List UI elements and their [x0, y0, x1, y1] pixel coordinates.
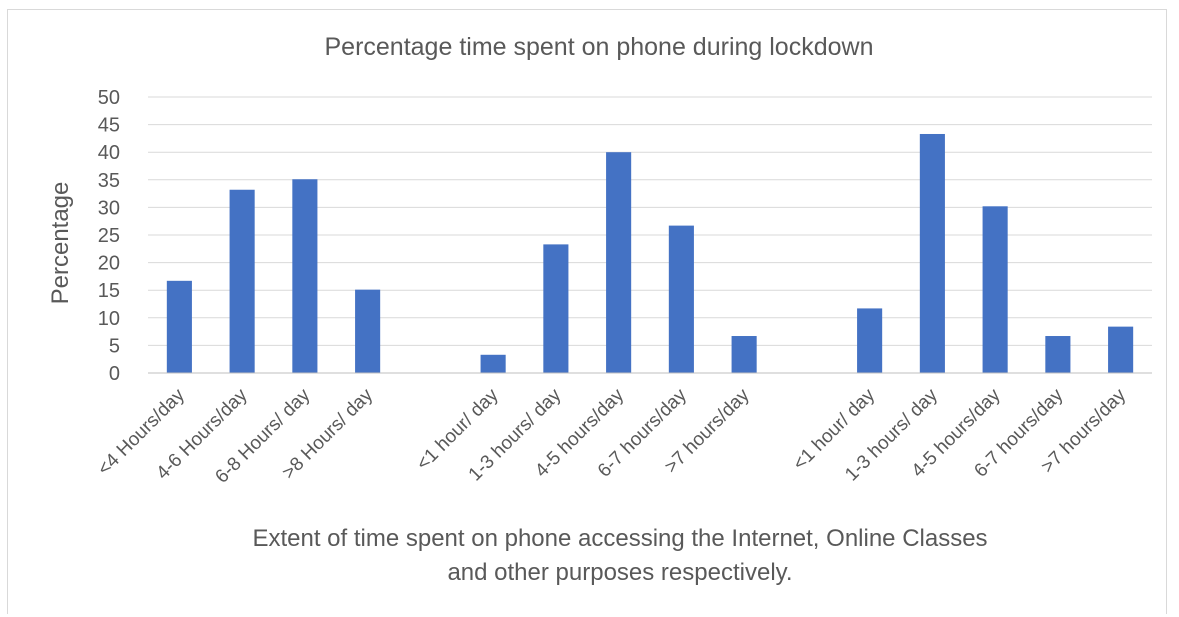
bar: [857, 308, 883, 373]
bar: [731, 336, 757, 373]
x-axis-label-line-2: and other purposes respectively.: [447, 559, 792, 586]
bar: [166, 280, 192, 373]
y-tick-label: 20: [98, 253, 120, 275]
y-tick-label: 5: [109, 335, 120, 357]
bar: [543, 244, 569, 373]
bar: [1045, 336, 1071, 373]
bars: [166, 133, 1134, 373]
y-tick-label: 10: [98, 308, 120, 330]
y-tick-label: 50: [98, 87, 120, 109]
y-axis-label: Percentage: [47, 182, 74, 305]
bar: [1108, 326, 1134, 373]
bar: [919, 133, 945, 373]
chart-title: Percentage time spent on phone during lo…: [325, 33, 874, 61]
y-tick-label: 35: [98, 170, 120, 192]
y-tick-label: 40: [98, 142, 120, 164]
y-tick-label: 25: [98, 225, 120, 247]
y-tick-label: 0: [109, 363, 120, 385]
bar: [229, 189, 255, 373]
chart-frame: [7, 9, 1167, 614]
bar: [355, 289, 381, 373]
y-axis-ticks: 0 5 10 15 20 25 30 35 40 45 50: [98, 87, 120, 385]
y-tick-label: 45: [98, 115, 120, 137]
bar: [292, 179, 318, 373]
bar: [982, 206, 1008, 373]
bar: [480, 354, 506, 373]
y-tick-label: 15: [98, 280, 120, 302]
y-tick-label: 30: [98, 197, 120, 219]
x-axis-label-line-1: Extent of time spent on phone accessing …: [252, 525, 987, 552]
bar: [668, 225, 694, 373]
bar: [606, 152, 632, 373]
